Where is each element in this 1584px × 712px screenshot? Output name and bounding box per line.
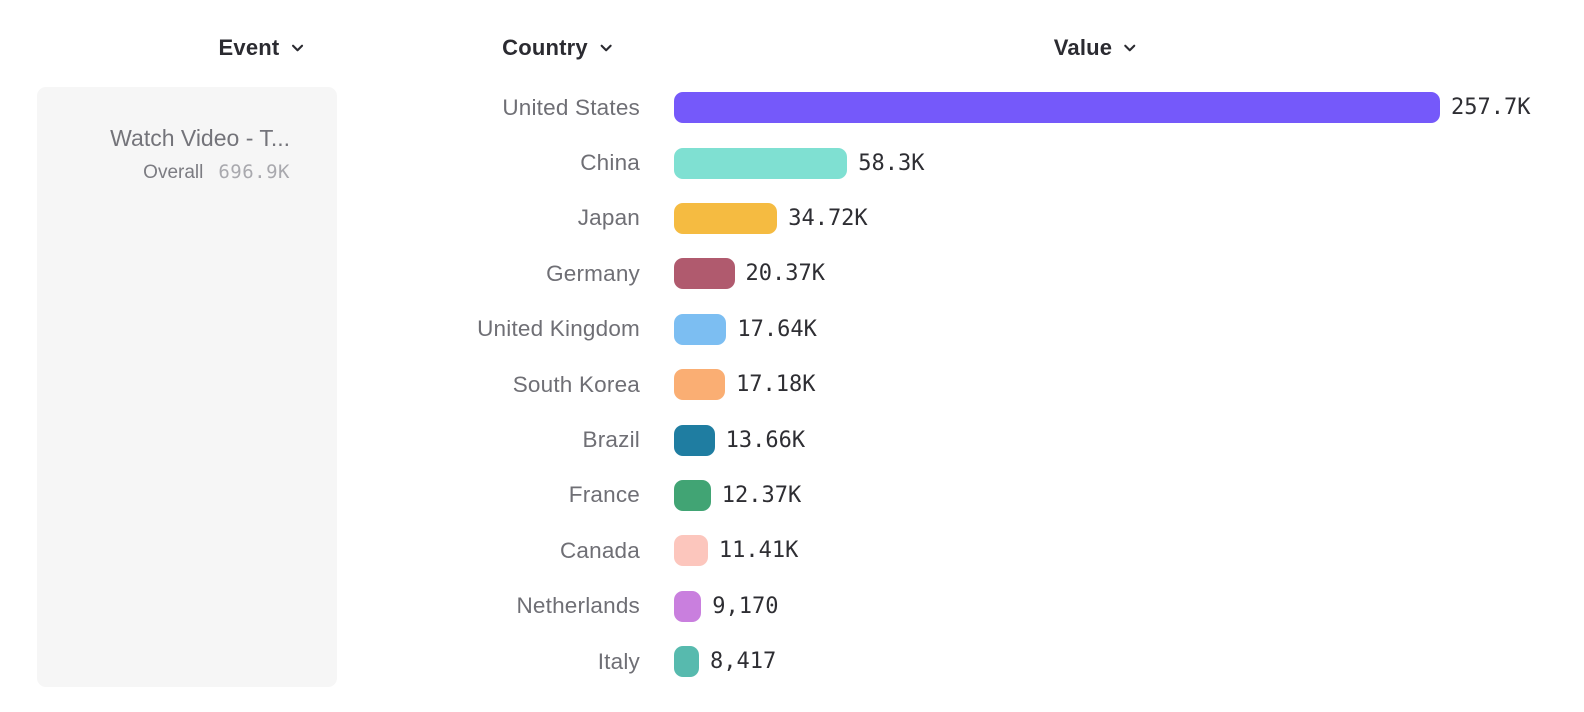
- value-bar[interactable]: [674, 202, 778, 234]
- country-bar-chart: United States 257.7K China 58.3K Japan 34.72K…: [0, 80, 1584, 689]
- overall-value: 696.9K: [218, 161, 290, 183]
- value-label: 13.66K: [725, 427, 806, 453]
- value-label: 9,170: [712, 593, 779, 619]
- country-label: Netherlands: [516, 593, 640, 619]
- country-label: Canada: [559, 537, 640, 563]
- chart-row: China 58.3K: [0, 135, 1584, 190]
- value-label: 8,417: [710, 649, 777, 675]
- country-label: South Korea: [512, 371, 640, 397]
- value-label: 257.7K: [1451, 95, 1531, 121]
- country-column-label: Country: [502, 35, 588, 60]
- value-bar[interactable]: [674, 479, 711, 511]
- country-label: Brazil: [582, 427, 640, 453]
- value-bar[interactable]: [674, 535, 708, 567]
- value-label: 17.18K: [736, 372, 816, 398]
- chart-row: Netherlands 9,170: [0, 579, 1584, 634]
- value-bar[interactable]: [674, 92, 1440, 124]
- chart-row: Canada 11.41K: [0, 523, 1584, 578]
- overall-label: Overall: [143, 162, 204, 183]
- value-label: 12.37K: [721, 482, 802, 508]
- country-column-header[interactable]: Country: [502, 35, 614, 61]
- value-bar[interactable]: [674, 147, 848, 179]
- value-label: 58.3K: [858, 150, 925, 176]
- country-label: Italy: [597, 648, 640, 674]
- value-bar[interactable]: [674, 369, 726, 401]
- country-label: United Kingdom: [477, 316, 640, 342]
- value-label: 11.41K: [718, 538, 799, 564]
- chart-row: Germany 20.37K: [0, 246, 1584, 301]
- value-column-header[interactable]: Value: [1054, 35, 1138, 61]
- value-column-label: Value: [1053, 35, 1113, 60]
- event-title: Watch Video - T...: [110, 125, 290, 151]
- chart-row: Japan 34.72K: [0, 191, 1584, 246]
- value-bar[interactable]: [674, 313, 727, 345]
- chevron-down-icon: [1122, 40, 1138, 56]
- event-column-header[interactable]: Event: [219, 35, 306, 61]
- event-column-label: Event: [218, 35, 280, 60]
- event-card[interactable]: Watch Video - T... Overall 696.9K: [37, 87, 337, 687]
- value-label: 17.64K: [737, 316, 817, 342]
- value-bar[interactable]: [674, 590, 702, 622]
- country-label: United States: [502, 94, 640, 120]
- chevron-down-icon: [598, 40, 614, 56]
- chevron-down-icon: [289, 40, 305, 56]
- country-label: France: [568, 482, 640, 508]
- value-label: 34.72K: [788, 205, 868, 231]
- chart-row: France 12.37K: [0, 468, 1584, 523]
- country-label: Japan: [577, 205, 640, 231]
- event-overall-row: Overall 696.9K: [37, 161, 290, 184]
- value-bar[interactable]: [674, 258, 735, 290]
- country-label: Germany: [546, 260, 640, 286]
- chart-row: Italy 8,417: [0, 634, 1584, 689]
- country-label: China: [580, 150, 640, 176]
- chart-row: United Kingdom 17.64K: [0, 302, 1584, 357]
- value-bar[interactable]: [674, 646, 700, 678]
- chart-row: United States 257.7K: [0, 80, 1584, 135]
- value-label: 20.37K: [745, 261, 826, 287]
- value-bar[interactable]: [674, 424, 715, 456]
- chart-row: Brazil 13.66K: [0, 412, 1584, 467]
- chart-row: South Korea 17.18K: [0, 357, 1584, 412]
